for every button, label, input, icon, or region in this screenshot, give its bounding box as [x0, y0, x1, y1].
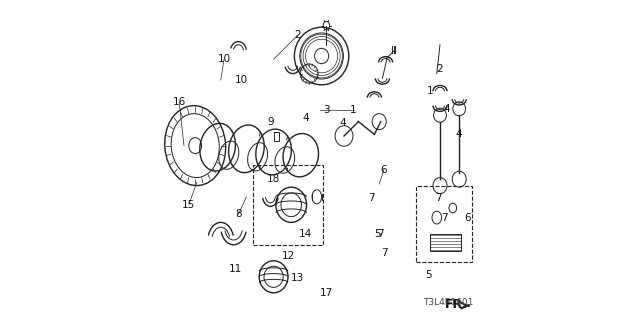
Text: 6: 6 [381, 164, 387, 175]
Text: 6: 6 [464, 212, 470, 223]
Text: 13: 13 [291, 273, 304, 284]
Text: 1: 1 [427, 86, 434, 96]
Text: 9: 9 [267, 116, 274, 127]
Text: 2: 2 [294, 30, 301, 40]
Text: 7: 7 [381, 248, 387, 258]
Text: 10: 10 [218, 54, 230, 64]
Text: 17: 17 [320, 288, 333, 298]
Text: 4: 4 [443, 104, 450, 114]
Text: 4: 4 [302, 113, 309, 124]
Text: 15: 15 [182, 200, 195, 210]
Text: 12: 12 [282, 251, 294, 261]
Text: 10: 10 [235, 75, 248, 85]
Bar [253, 165, 323, 245]
Text: 5: 5 [426, 270, 432, 280]
Bar [274, 132, 280, 141]
Text: 8: 8 [235, 209, 242, 220]
Text: 14: 14 [299, 228, 312, 239]
Text: 7: 7 [442, 212, 448, 223]
Text: 11: 11 [228, 264, 242, 274]
Bar [416, 186, 472, 262]
Bar [430, 234, 461, 251]
Text: 7: 7 [368, 193, 374, 204]
Text: 7: 7 [378, 228, 384, 239]
Text: 7: 7 [435, 193, 442, 204]
Text: T3L4E1601: T3L4E1601 [423, 298, 474, 307]
Text: 18: 18 [267, 174, 280, 184]
Text: 4: 4 [339, 118, 346, 128]
Text: 4: 4 [456, 129, 463, 140]
Text: FR.: FR. [444, 298, 468, 310]
Text: 3: 3 [323, 105, 330, 116]
Text: 2: 2 [436, 64, 444, 74]
Text: 1: 1 [350, 105, 357, 116]
Text: 5: 5 [374, 228, 381, 239]
Text: 16: 16 [173, 97, 186, 108]
